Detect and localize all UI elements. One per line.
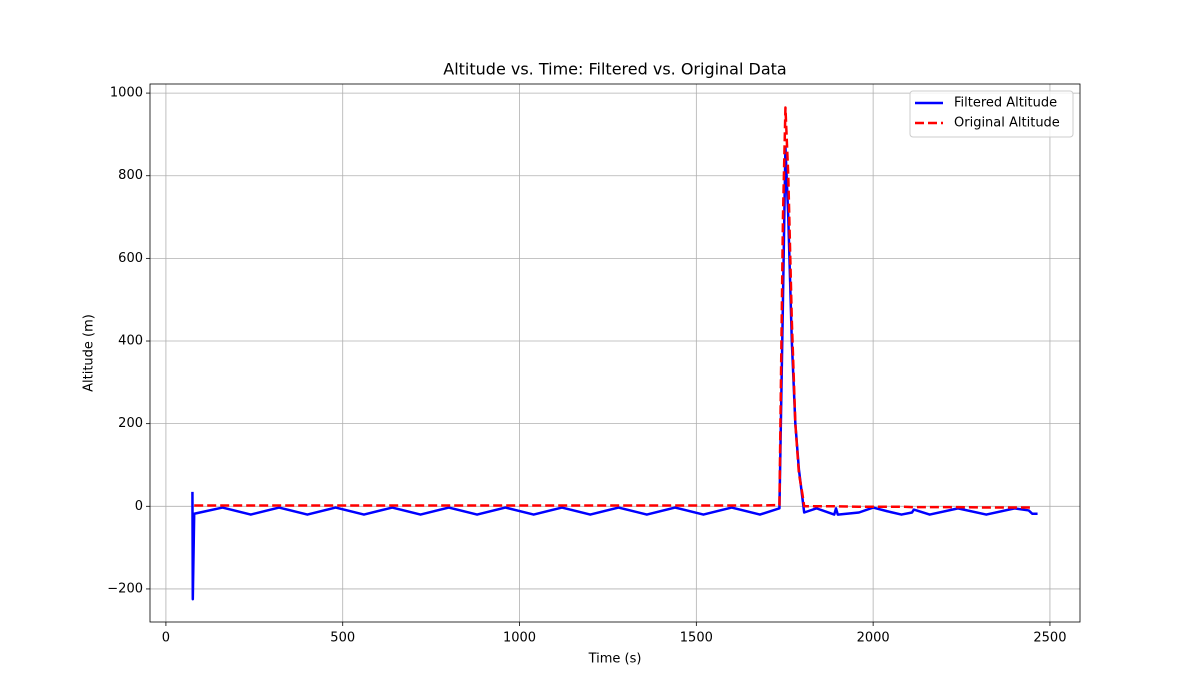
chart-title: Altitude vs. Time: Filtered vs. Original… <box>443 60 786 79</box>
y-tick-label: 600 <box>118 251 143 266</box>
x-tick-label: 2000 <box>857 631 890 646</box>
legend-label: Original Altitude <box>954 116 1060 131</box>
y-tick-label: 800 <box>118 168 143 183</box>
legend-label: Filtered Altitude <box>954 96 1057 111</box>
x-tick-label: 0 <box>162 631 170 646</box>
y-axis-label: Altitude (m) <box>82 314 97 392</box>
y-tick-label: −200 <box>107 581 143 596</box>
x-tick-label: 1000 <box>503 631 536 646</box>
x-tick-label: 500 <box>330 631 355 646</box>
x-tick-label: 1500 <box>680 631 713 646</box>
plot-frame <box>149 83 1081 623</box>
data-line <box>191 145 1038 601</box>
x-tick-label: 2500 <box>1033 631 1066 646</box>
legend-box <box>909 90 1074 138</box>
y-tick-label: 400 <box>118 334 143 349</box>
data-line <box>194 106 1033 509</box>
y-tick-label: 1000 <box>110 86 143 101</box>
y-tick-label: 0 <box>135 499 143 514</box>
y-tick-label: 200 <box>118 416 143 431</box>
x-axis-label: Time (s) <box>588 652 642 667</box>
